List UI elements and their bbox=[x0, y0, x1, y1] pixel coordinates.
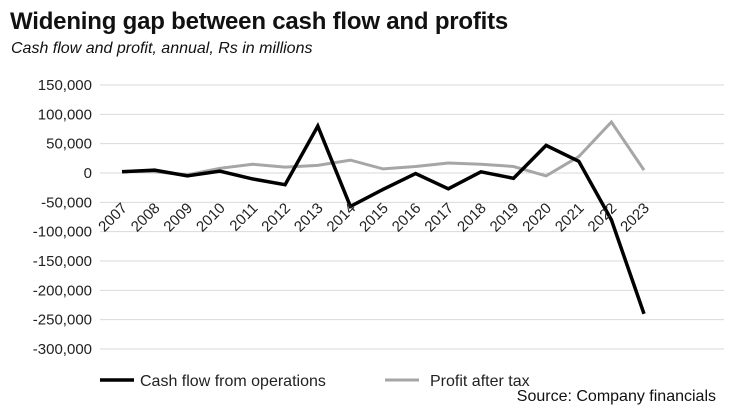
x-tick-label: 2009 bbox=[160, 200, 196, 236]
x-tick-label: 2008 bbox=[128, 200, 164, 236]
x-tick-label: 2016 bbox=[389, 200, 425, 236]
x-axis-ticks: 2007200820092010201120122013201420152016… bbox=[95, 200, 653, 236]
x-tick-label: 2019 bbox=[487, 200, 523, 236]
y-tick-label: -50,000 bbox=[41, 194, 92, 211]
series-line-cash-flow bbox=[121, 122, 646, 315]
y-tick-label: -100,000 bbox=[33, 224, 92, 241]
y-tick-label: -200,000 bbox=[33, 282, 92, 299]
legend-label-cash-flow: Cash flow from operations bbox=[140, 373, 326, 390]
y-axis-ticks: 150,000 100,000 50,000 0 -50,000 -100,000 -150… bbox=[33, 77, 92, 358]
x-tick-label: 2017 bbox=[421, 200, 457, 236]
y-tick-label: 50,000 bbox=[46, 136, 92, 153]
chart-title: Widening gap between cash flow and profi… bbox=[10, 8, 509, 35]
y-tick-label: 100,000 bbox=[38, 106, 92, 123]
x-tick-label: 2020 bbox=[519, 200, 555, 236]
x-tick-label: 2015 bbox=[356, 200, 392, 236]
y-tick-label: 0 bbox=[84, 165, 92, 182]
series-lines bbox=[121, 119, 646, 315]
x-tick-label: 2007 bbox=[95, 200, 131, 236]
legend: Cash flow from operations Profit after ta… bbox=[100, 373, 530, 390]
y-tick-label: -250,000 bbox=[33, 312, 92, 329]
legend-label-profit: Profit after tax bbox=[430, 373, 530, 390]
y-tick-label: -300,000 bbox=[33, 341, 92, 358]
chart-subtitle: Cash flow and profit, annual, Rs in mill… bbox=[11, 40, 313, 57]
x-tick-label: 2018 bbox=[454, 200, 490, 236]
y-tick-label: 150,000 bbox=[38, 77, 92, 94]
x-tick-label: 2011 bbox=[226, 200, 261, 235]
source-note: Source: Company financials bbox=[516, 388, 716, 405]
x-tick-label: 2012 bbox=[258, 200, 294, 236]
series-line-profit bbox=[121, 119, 646, 178]
gridlines bbox=[100, 84, 724, 350]
y-tick-label: -150,000 bbox=[33, 253, 92, 270]
x-tick-label: 2013 bbox=[291, 200, 327, 236]
x-tick-label: 2023 bbox=[617, 200, 653, 236]
x-tick-label: 2021 bbox=[552, 200, 588, 236]
x-tick-label: 2010 bbox=[193, 200, 229, 236]
